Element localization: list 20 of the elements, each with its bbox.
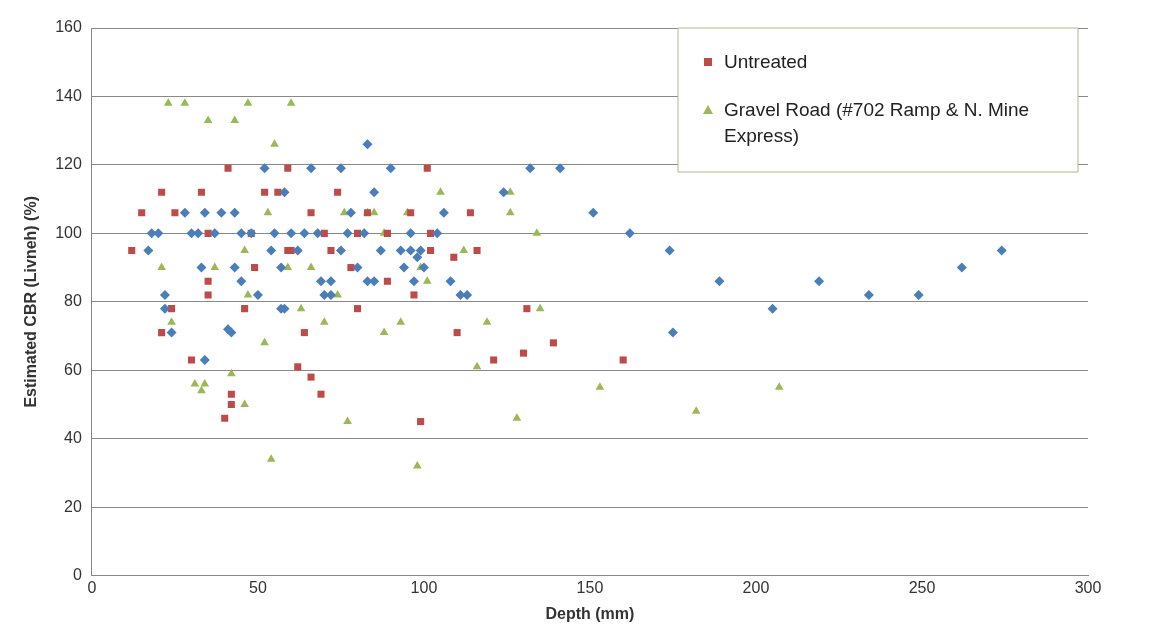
y-tick-label: 160 [55, 18, 82, 36]
x-tick-label: 50 [249, 578, 267, 596]
x-tick-label: 200 [742, 578, 770, 596]
y-tick-label: 40 [64, 429, 82, 447]
y-tick-label: 20 [64, 497, 82, 515]
y-tick-label: 0 [72, 566, 82, 584]
y-tick-label: 60 [64, 360, 82, 378]
x-tick-label: 250 [908, 578, 936, 596]
y-tick-label: 120 [55, 155, 82, 173]
x-tick-label: 100 [410, 578, 438, 596]
x-tick-label: 150 [576, 578, 604, 596]
x-tick-label: 300 [1074, 578, 1102, 596]
legend-label: Gravel Road (#702 Ramp & N. Mine Express) [724, 99, 1030, 146]
x-tick-label: 0 [87, 578, 97, 596]
y-tick-label: 100 [55, 223, 82, 241]
y-axis-title: Estimated CBR (Livneh) (%) [22, 196, 40, 408]
y-tick-label: 80 [64, 292, 82, 310]
x-axis-title: Depth (mm) [545, 604, 635, 622]
legend-label: Untreated [724, 51, 808, 72]
y-tick-label: 140 [55, 86, 82, 104]
